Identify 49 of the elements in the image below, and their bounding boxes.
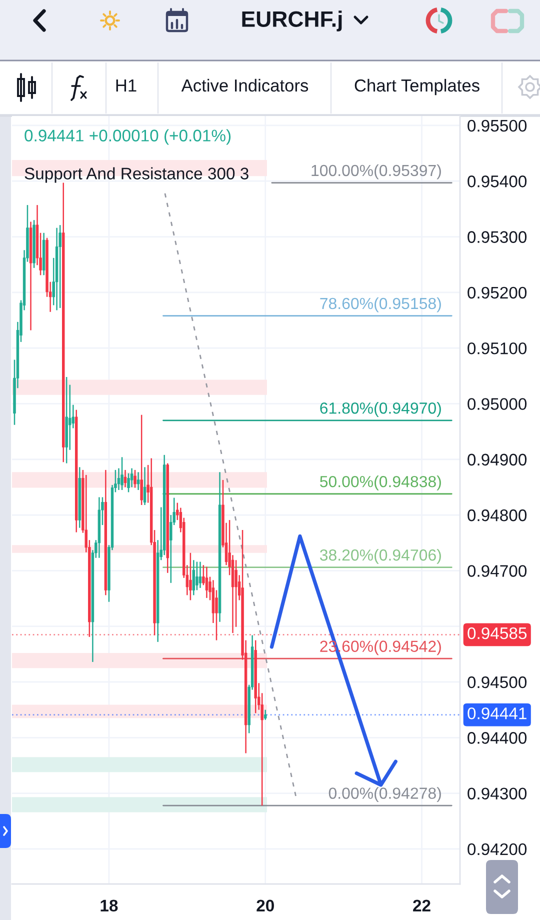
candlestick	[124, 469, 127, 488]
y-tick-label: 0.94800	[468, 509, 527, 522]
candlestick	[215, 590, 218, 641]
candlestick	[127, 472, 130, 493]
candlestick	[205, 566, 208, 599]
candlestick	[140, 414, 143, 506]
candlestick	[189, 552, 192, 601]
annotation: 0.94441 +0.00010 (+0.01%)	[24, 129, 231, 145]
series-label: 100.00%(0.95397)	[312, 164, 441, 180]
candlestick	[134, 469, 136, 488]
candlestick	[264, 709, 267, 720]
candlestick	[117, 468, 120, 491]
x-tick-label: 18	[100, 900, 118, 912]
series-label: 78.60%(0.95158)	[320, 297, 441, 312]
series-label: 61.80%(0.94970)	[320, 402, 441, 417]
ref-line-label: 0.94585	[468, 627, 527, 640]
candlestick	[198, 561, 202, 589]
candlestick	[58, 224, 62, 309]
y-tick-label: 0.94500	[468, 676, 527, 688]
y-tick-label: 0.95000	[468, 398, 527, 410]
text: Chart Templates	[354, 78, 480, 96]
candlestick	[120, 456, 124, 491]
y-tick-label: 0.95200	[468, 286, 527, 299]
candlestick	[130, 468, 134, 488]
y-tick-label: 0.95400	[468, 176, 527, 188]
candlestick	[136, 472, 140, 491]
candlestick	[192, 559, 196, 596]
chart-title: EURCHF.j	[242, 10, 342, 32]
series-label: 50.00%(0.94838)	[320, 476, 441, 490]
x-tick-label: 22	[413, 900, 430, 912]
y-tick-label: 0.95500	[468, 120, 527, 132]
y-tick-label: 0.94900	[468, 454, 527, 466]
y-tick-label: 0.94400	[468, 732, 527, 744]
candlestick	[234, 559, 238, 628]
y-tick-label: 0.95300	[468, 231, 527, 243]
candlestick	[196, 561, 198, 591]
candlestick	[68, 384, 72, 451]
series-label: 38.20%(0.94706)	[320, 548, 441, 564]
text: Active Indicators	[181, 78, 308, 92]
y-tick-label: 0.94300	[468, 788, 527, 800]
ref-line-label: 0.94441	[468, 707, 526, 720]
series-label: 0.00%(0.94278)	[328, 787, 441, 802]
annotation: Support And Resistance 300 3	[24, 167, 248, 183]
y-tick-label: 0.94200	[468, 843, 527, 856]
x-tick-label: 20	[256, 900, 274, 912]
y-tick-label: 0.95100	[468, 342, 527, 354]
text: H1	[116, 80, 136, 92]
y-tick-label: 0.94700	[468, 565, 527, 577]
candlestick	[143, 466, 146, 506]
